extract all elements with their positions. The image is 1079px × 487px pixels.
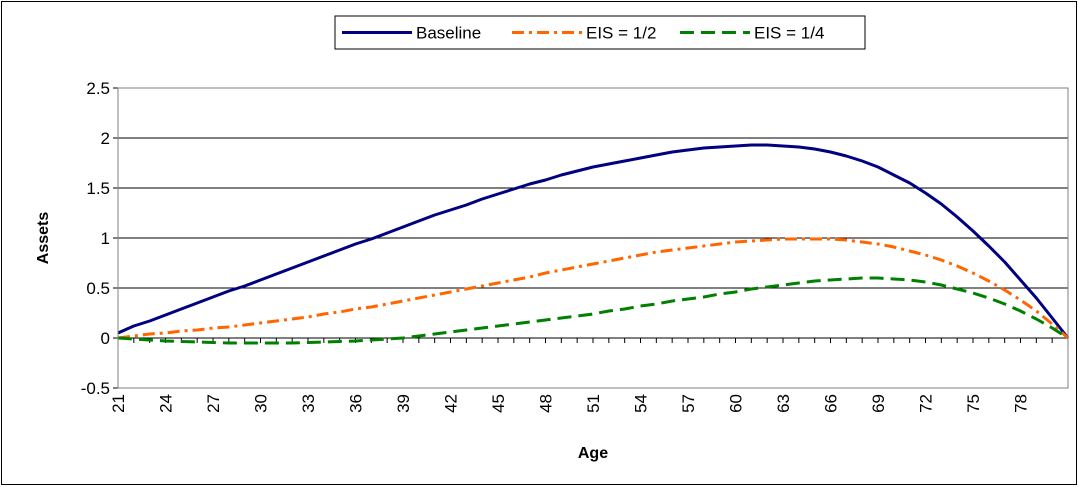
series-line-baseline: [117, 143, 1070, 339]
x-axis-label: Age: [578, 445, 608, 462]
x-tick-label: 63: [774, 394, 793, 413]
y-axis-ticks: -0.5 0 0.5 1 1.5 2 2.5: [81, 79, 118, 398]
y-axis-label: Assets: [35, 212, 52, 265]
x-tick-label: 21: [109, 394, 128, 413]
y-tick-label: 1: [101, 229, 110, 248]
legend-box: [334, 15, 866, 50]
y-tick-label: -0.5: [81, 379, 110, 398]
x-tick-label: 30: [252, 394, 271, 413]
x-tick-label: 60: [727, 394, 746, 413]
legend-label: EIS = 1/4: [754, 24, 824, 43]
x-tick-label: 66: [822, 394, 841, 413]
x-tick-label: 78: [1012, 394, 1031, 413]
x-tick-label: 39: [394, 394, 413, 413]
y-tick-label: 2.5: [86, 79, 110, 98]
legend-label: EIS = 1/2: [586, 24, 656, 43]
x-axis-ticks: 21 24 27 30 33 36 39 42 45 48 51 54 57 60 63 66 69 72 75 78: [109, 338, 1069, 413]
y-tick-label: 0.5: [86, 279, 110, 298]
series-lines: [117, 143, 1070, 345]
x-tick-label: 69: [869, 394, 888, 413]
x-tick-label: 72: [917, 394, 936, 413]
legend: Baseline EIS = 1/2 EIS = 1/4: [334, 15, 866, 50]
series-line-eis-1-4: [117, 276, 1069, 345]
x-tick-label: 24: [157, 394, 176, 413]
x-tick-label: 42: [442, 394, 461, 413]
x-tick-label: 33: [299, 394, 318, 413]
x-tick-label: 54: [632, 394, 651, 413]
y-tick-label: 2: [101, 129, 110, 148]
x-tick-label: 48: [537, 394, 556, 413]
legend-label: Baseline: [416, 24, 481, 43]
x-tick-label: 36: [347, 394, 366, 413]
y-tick-label: 1.5: [86, 179, 110, 198]
x-tick-label: 45: [489, 394, 508, 413]
x-tick-label: 27: [204, 394, 223, 413]
x-tick-label: 51: [584, 394, 603, 413]
x-tick-label: 57: [679, 394, 698, 413]
plot-area-border: [117, 87, 1069, 389]
series-line-eis-1-2: [117, 237, 1069, 340]
x-tick-label: 75: [964, 394, 983, 413]
y-tick-label: 0: [101, 329, 110, 348]
